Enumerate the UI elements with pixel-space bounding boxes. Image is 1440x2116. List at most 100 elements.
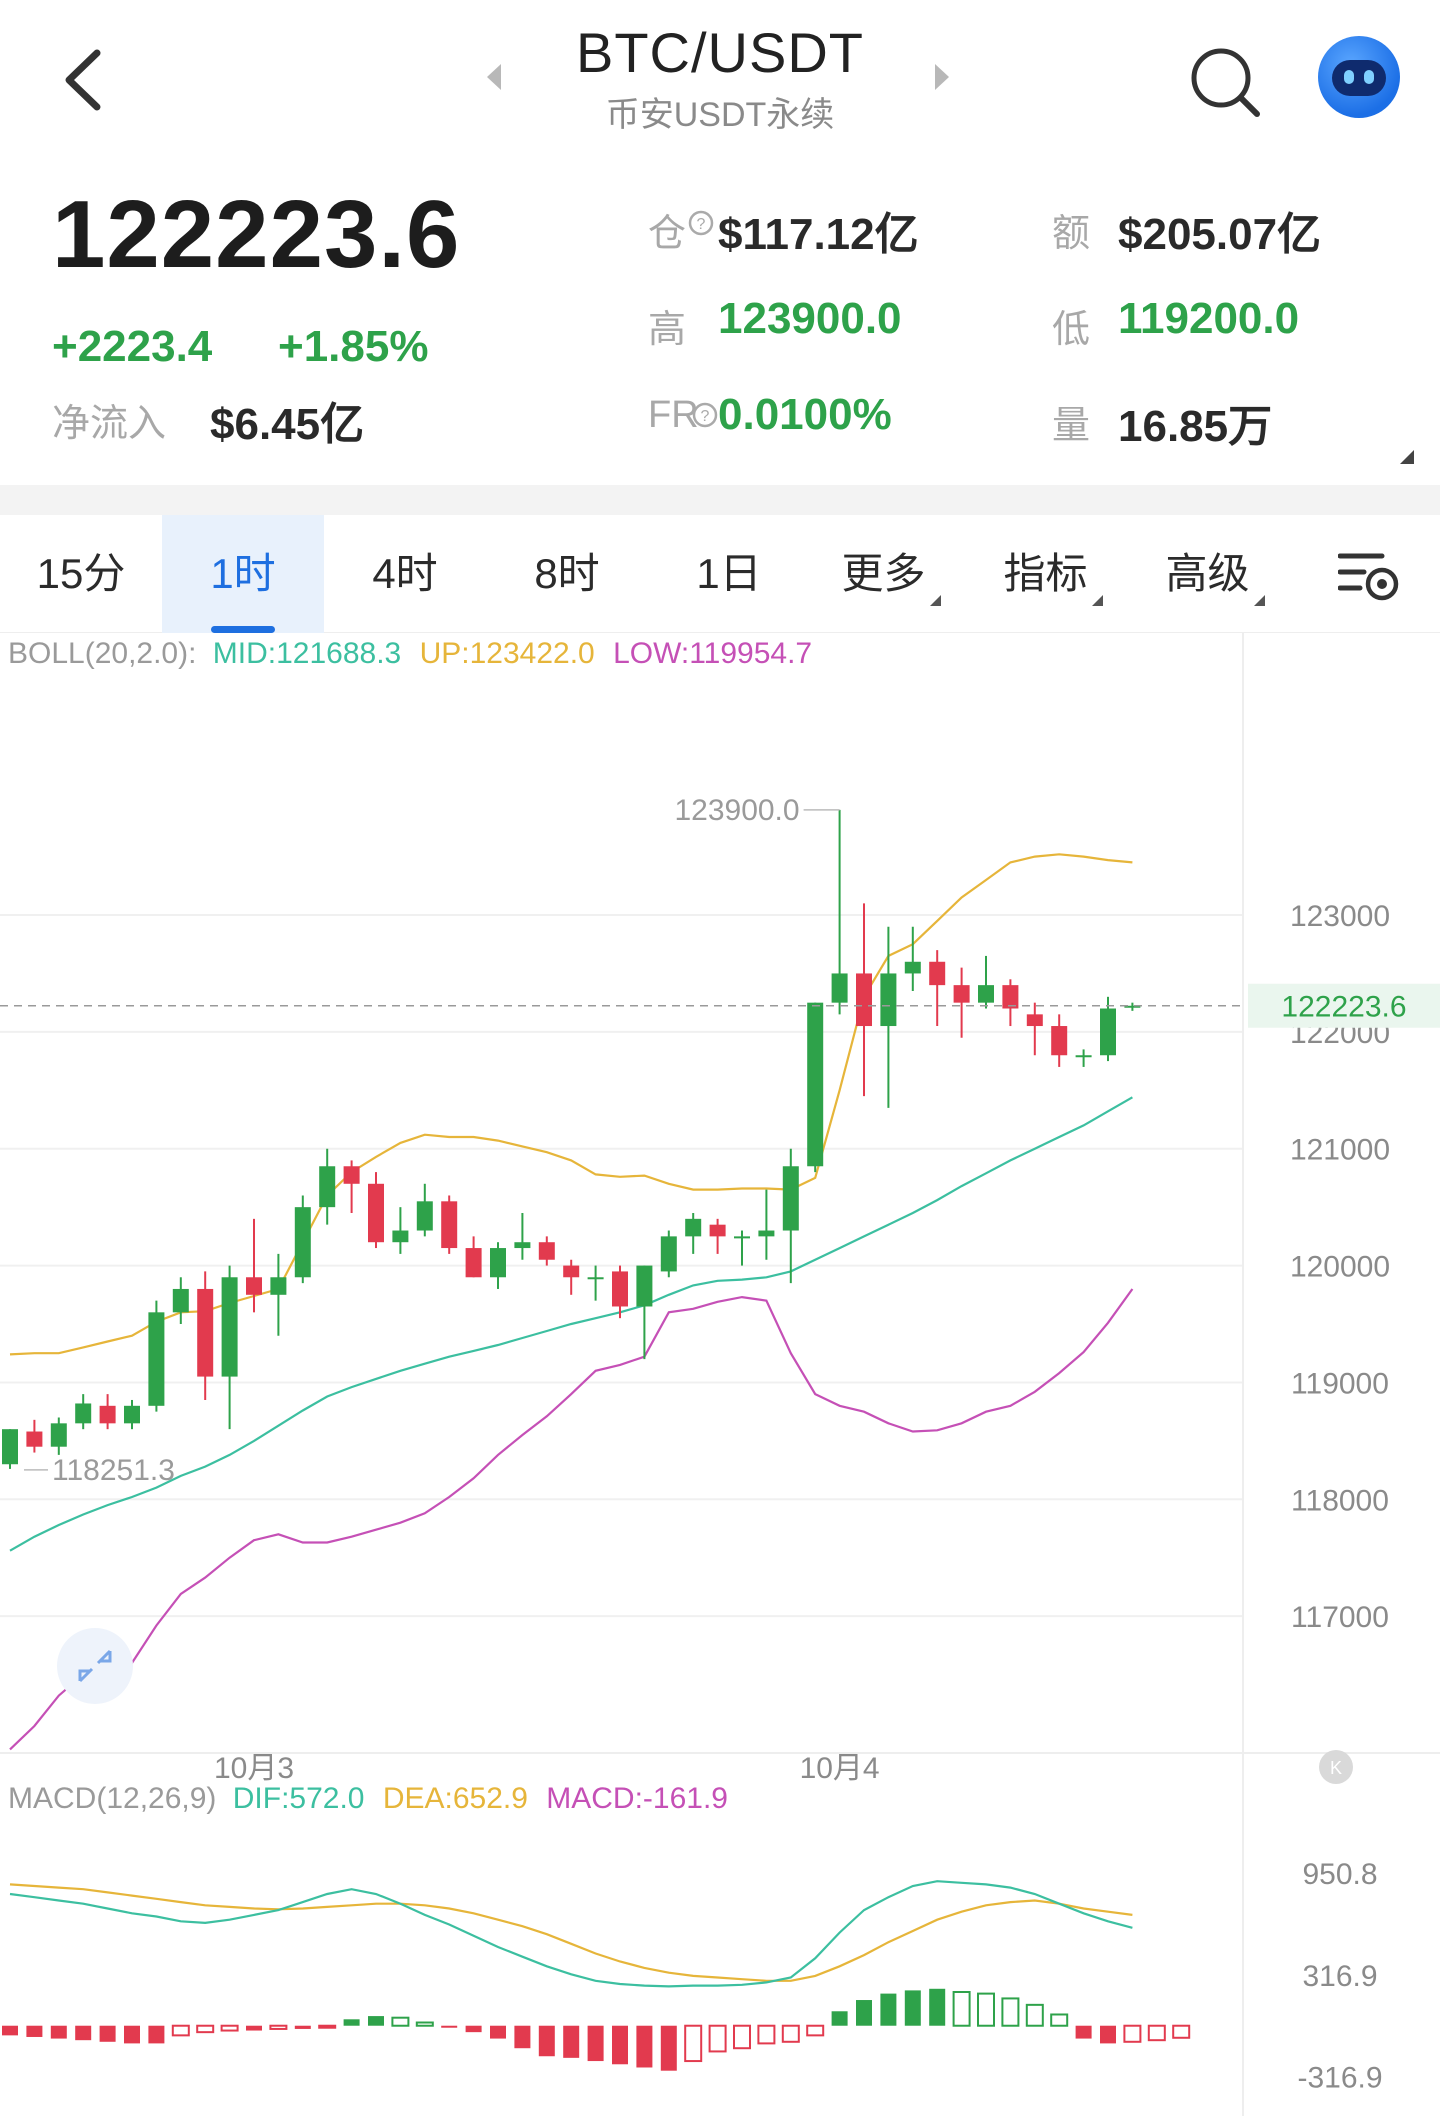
candle xyxy=(2,1429,18,1465)
macd-bar xyxy=(636,2025,653,2068)
funding-rate-value: 0.0100% xyxy=(718,390,892,439)
svg-text:?: ? xyxy=(697,216,706,233)
macd-bar xyxy=(124,2025,140,2044)
k-logo-icon: K xyxy=(1319,1750,1353,1784)
macd-bar xyxy=(1172,2024,1191,2039)
help-icon[interactable]: ? xyxy=(688,210,714,236)
last-price-tag xyxy=(1248,983,1440,1028)
macd-bar xyxy=(269,2024,288,2030)
macd-tick-label: 950.8 xyxy=(1302,1858,1377,1891)
tab-4h[interactable]: 4时 xyxy=(372,550,438,597)
macd-bar xyxy=(1075,2025,1092,2039)
candle xyxy=(416,1201,433,1231)
open-interest-value: $117.12亿 xyxy=(718,210,919,259)
time-tick-label: 10月3 xyxy=(214,1752,294,1785)
search-icon[interactable] xyxy=(1188,45,1262,119)
macd-bar xyxy=(1050,2013,1069,2027)
macd-bar xyxy=(684,2024,703,2063)
candle xyxy=(953,985,970,1003)
candle xyxy=(1100,1008,1116,1056)
open-interest-label: 仓 xyxy=(648,213,687,255)
kline-chart[interactable]: 1230001220001210001200001190001180001170… xyxy=(0,633,1440,2116)
candle xyxy=(148,1312,165,1406)
pair-symbol: BTC/USDT xyxy=(576,21,864,84)
expand-corner-icon[interactable] xyxy=(1400,450,1414,464)
next-pair-icon[interactable] xyxy=(935,64,949,90)
macd-bar xyxy=(757,2024,776,2045)
high-label: 高 xyxy=(648,309,687,351)
candle xyxy=(441,1201,458,1249)
tab-more[interactable]: 更多 xyxy=(810,515,972,633)
macd-bar xyxy=(1025,2003,1044,2027)
macd-bar xyxy=(171,2024,190,2037)
candle xyxy=(99,1405,116,1424)
macd-bar xyxy=(612,2025,628,2065)
macd-bar xyxy=(391,2016,410,2027)
tab-15m[interactable]: 15分 xyxy=(36,550,126,597)
candle xyxy=(75,1403,92,1424)
tab-advanced[interactable]: 高级 xyxy=(1134,515,1296,633)
candle xyxy=(294,1207,311,1278)
price-tick-label: 120000 xyxy=(1290,1251,1390,1284)
macd-bar xyxy=(441,2025,458,2028)
macd-bar xyxy=(856,2000,872,2026)
candle xyxy=(490,1248,506,1278)
candle xyxy=(904,961,921,974)
macd-bar xyxy=(587,2025,604,2062)
tab-1d[interactable]: 1日 xyxy=(696,550,762,597)
price-tick-label: 121000 xyxy=(1290,1134,1390,1167)
macd-bar xyxy=(99,2025,116,2042)
svg-text:?: ? xyxy=(701,408,710,425)
candle xyxy=(392,1230,409,1243)
macd-bar xyxy=(246,2025,262,2031)
candle xyxy=(1124,1005,1141,1008)
candle xyxy=(26,1431,43,1447)
header: BTC/USDT 币安USDT永续 xyxy=(0,0,1440,170)
section-divider xyxy=(0,485,1440,515)
candle xyxy=(1002,985,1019,1009)
tab-1h[interactable]: 1时 xyxy=(162,515,324,633)
macd-bar xyxy=(733,2024,751,2050)
back-icon[interactable] xyxy=(55,45,115,115)
chart-settings-icon[interactable] xyxy=(1338,548,1400,604)
turnover-value: $205.07亿 xyxy=(1118,210,1322,259)
high-value: 123900.0 xyxy=(718,294,902,343)
price-tick-label: 123000 xyxy=(1290,900,1390,933)
macd-bar xyxy=(831,2011,848,2026)
candle xyxy=(807,1002,824,1167)
price-change: +2223.4 xyxy=(52,322,213,371)
candle xyxy=(343,1166,360,1184)
fullscreen-icon[interactable] xyxy=(57,1628,133,1704)
macd-bar xyxy=(490,2025,506,2039)
tab-8h[interactable]: 8时 xyxy=(534,550,600,597)
candle xyxy=(319,1166,336,1208)
low-label: 低 xyxy=(1052,309,1091,351)
candle xyxy=(1051,1026,1068,1056)
pair-title[interactable]: BTC/USDT 币安USDT永续 xyxy=(470,20,970,136)
help-icon[interactable]: ? xyxy=(692,402,718,428)
candle xyxy=(685,1218,702,1237)
tab-indicators[interactable]: 指标 xyxy=(972,515,1134,633)
svg-text:K: K xyxy=(1330,1758,1342,1778)
candle xyxy=(978,985,994,1003)
candle xyxy=(270,1277,287,1295)
candle xyxy=(734,1236,750,1239)
macd-tick-label: -316.9 xyxy=(1297,2062,1382,2095)
net-inflow-value: $6.45亿 xyxy=(210,400,365,449)
macd-bar xyxy=(1123,2024,1142,2043)
interval-tabs: 15分 1时 4时 8时 1日 更多 指标 高级 xyxy=(0,515,1440,633)
macd-bar xyxy=(929,1988,946,2026)
macd-bar xyxy=(2,2025,18,2036)
candle xyxy=(563,1265,580,1278)
macd-bar xyxy=(465,2025,482,2033)
macd-bar xyxy=(1001,1997,1020,2027)
macd-bar xyxy=(220,2024,239,2032)
macd-bar xyxy=(1100,2025,1116,2044)
prev-pair-icon[interactable] xyxy=(487,64,501,90)
macd-bar xyxy=(294,2025,311,2029)
avatar-icon[interactable] xyxy=(1318,36,1400,118)
macd-bar xyxy=(904,1990,921,2026)
macd-bar xyxy=(880,1993,897,2026)
macd-bar xyxy=(75,2025,92,2041)
candle xyxy=(856,973,872,1027)
